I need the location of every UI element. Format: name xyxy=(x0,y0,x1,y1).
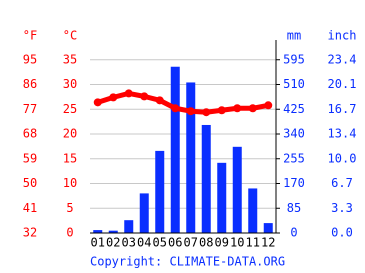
c-unit: °C xyxy=(63,29,77,43)
mm-tick-label: 510 xyxy=(283,77,305,91)
mm-tick-label: 0 xyxy=(290,226,297,240)
mm-tick-label: 255 xyxy=(283,151,305,165)
c-tick-label: 30 xyxy=(63,77,77,91)
f-tick-label: 77 xyxy=(23,102,37,116)
c-tick-label: 35 xyxy=(63,52,77,66)
precip-bar xyxy=(263,223,273,233)
precip-bar xyxy=(201,124,211,233)
precip-bar xyxy=(232,146,242,233)
x-tick-label: 10 xyxy=(230,236,244,250)
mm-tick-label: 340 xyxy=(283,127,305,141)
f-tick-label: 50 xyxy=(23,176,37,190)
copyright: Copyright: CLIMATE-DATA.ORG xyxy=(90,255,285,269)
x-tick-label: 02 xyxy=(106,236,120,250)
temp-point xyxy=(217,106,226,115)
c-tick-label: 20 xyxy=(63,127,77,141)
inch-unit: inch xyxy=(328,29,357,43)
f-tick-label: 95 xyxy=(23,52,37,66)
x-tick-label: 05 xyxy=(153,236,167,250)
precip-bar xyxy=(108,230,118,233)
x-tick-label: 08 xyxy=(199,236,213,250)
precip-bar xyxy=(124,220,134,233)
inch-tick-label: 3.3 xyxy=(331,201,353,215)
x-tick-label: 07 xyxy=(184,236,198,250)
x-tick-label: 03 xyxy=(122,236,136,250)
x-tick-label: 06 xyxy=(168,236,182,250)
c-tick-label: 10 xyxy=(63,176,77,190)
mm-tick-label: 425 xyxy=(283,102,305,116)
mm-unit: mm xyxy=(287,29,301,43)
temp-point xyxy=(93,98,102,107)
temp-point xyxy=(202,108,211,117)
precip-bar xyxy=(217,162,227,233)
temp-point xyxy=(109,93,118,102)
mm-tick-label: 170 xyxy=(283,176,305,190)
temp-point xyxy=(264,101,273,110)
inch-tick-label: 20.1 xyxy=(328,77,357,91)
inch-tick-label: 10.0 xyxy=(328,152,357,166)
temp-point xyxy=(248,104,257,113)
precip-bar xyxy=(186,82,196,233)
precip-bar xyxy=(155,150,165,233)
mm-tick-label: 85 xyxy=(287,201,301,215)
temp-point xyxy=(171,104,180,113)
x-tick-label: 01 xyxy=(91,236,105,250)
x-tick-label: 11 xyxy=(246,236,260,250)
temp-point xyxy=(155,96,164,105)
f-tick-label: 68 xyxy=(23,127,37,141)
f-tick-label: 41 xyxy=(23,201,37,215)
f-unit: °F xyxy=(23,29,37,43)
inch-tick-label: 13.4 xyxy=(328,127,357,141)
mm-tick-label: 595 xyxy=(283,52,305,66)
f-tick-label: 59 xyxy=(23,151,37,165)
inch-tick-label: 0.0 xyxy=(331,226,353,240)
x-tick-label: 09 xyxy=(215,236,229,250)
inch-tick-label: 16.7 xyxy=(328,102,357,116)
f-tick-label: 86 xyxy=(23,77,37,91)
c-tick-label: 5 xyxy=(66,201,73,215)
x-tick-label: 04 xyxy=(137,236,151,250)
f-tick-label: 32 xyxy=(23,226,37,240)
precip-bar xyxy=(93,230,103,233)
temp-point xyxy=(186,107,195,116)
temp-point xyxy=(124,89,133,98)
precip-bar xyxy=(248,188,258,233)
c-tick-label: 25 xyxy=(63,102,77,116)
inch-tick-label: 6.7 xyxy=(331,176,353,190)
c-tick-label: 0 xyxy=(66,226,73,240)
c-tick-label: 15 xyxy=(63,151,77,165)
precip-bar xyxy=(170,66,180,233)
temp-point xyxy=(233,104,242,113)
inch-tick-label: 23.4 xyxy=(328,53,357,67)
x-tick-label: 12 xyxy=(261,236,275,250)
temp-point xyxy=(140,92,149,101)
precip-bar xyxy=(139,193,149,233)
